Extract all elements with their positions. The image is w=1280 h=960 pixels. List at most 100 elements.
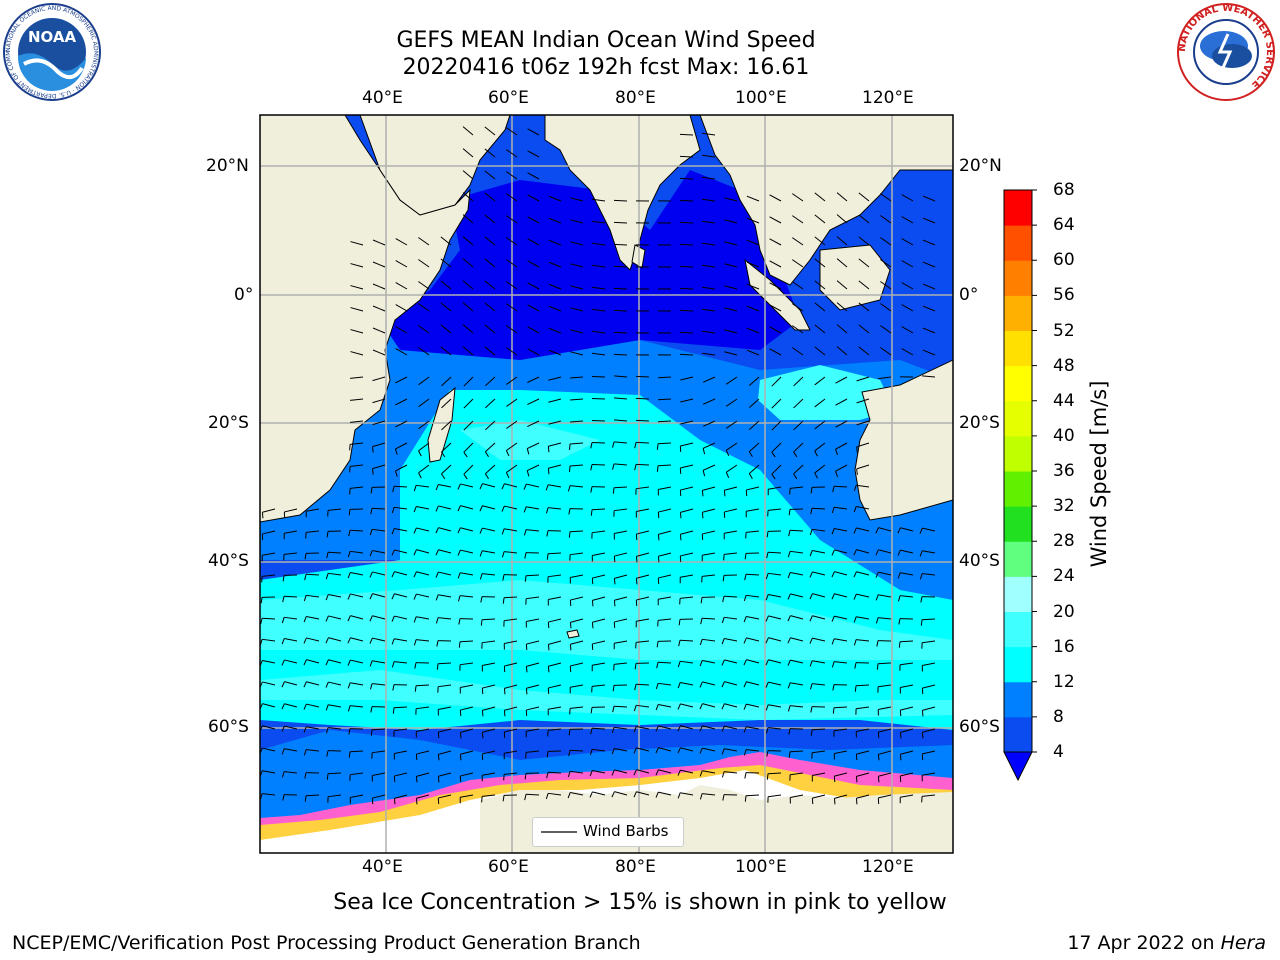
wind-barb (701, 617, 716, 620)
wind-barb-feather (833, 798, 836, 805)
wind-barb-feather (831, 615, 835, 622)
wind-barb-feather (524, 552, 527, 559)
wind-barb (504, 750, 518, 754)
wind-barb-feather (899, 754, 902, 761)
wind-barb (506, 420, 518, 429)
lat-tick-left: 20°S (208, 413, 249, 433)
wind-barb-feather (479, 573, 483, 580)
colorbar-segment (1004, 295, 1032, 331)
wind-barb-feather (457, 595, 461, 602)
wind-barb (262, 725, 276, 730)
wind-barb (592, 618, 606, 623)
wind-barb-feather (701, 512, 704, 519)
wind-barb (350, 705, 364, 708)
wind-barb (462, 324, 474, 334)
wind-barb (504, 618, 518, 622)
wind-barb (880, 259, 892, 268)
wind-barb (372, 420, 386, 426)
wind-barb-feather (765, 615, 769, 622)
wind-barb (922, 550, 936, 554)
wind-barb-feather (876, 640, 879, 647)
wind-barb-feather (391, 507, 395, 514)
wind-barb (858, 302, 870, 312)
colorbar-segment (1004, 681, 1032, 718)
wind-barb (613, 287, 628, 290)
wind-barb (769, 304, 782, 312)
wind-barb (790, 593, 804, 598)
wind-barb (922, 662, 936, 667)
colorbar-segment (1004, 260, 1032, 296)
wind-barb (350, 398, 364, 401)
wind-barb (702, 530, 716, 535)
wind-barb (395, 442, 408, 450)
wind-barb (482, 573, 496, 576)
wind-barb (724, 219, 738, 224)
wind-barb-feather (699, 639, 703, 646)
wind-barb-feather (348, 509, 351, 516)
wind-barb (262, 508, 276, 513)
colorbar-extend-arrow (1003, 751, 1033, 782)
wind-barb (504, 662, 518, 667)
wind-barb (548, 484, 562, 488)
wind-barb-feather (281, 638, 285, 645)
colorbar-tick-label: 24 (1053, 566, 1075, 587)
wind-barb-feather (369, 571, 373, 578)
wind-barb (262, 660, 276, 664)
wind-barb (463, 464, 474, 475)
wind-barb-feather (744, 553, 747, 560)
wind-barb-feather (369, 615, 373, 622)
wind-barb (372, 464, 386, 470)
wind-barb (702, 242, 716, 246)
wind-barb (525, 574, 540, 577)
wind-barb (394, 728, 408, 732)
wind-barb (484, 148, 496, 158)
wind-barb-feather (525, 688, 528, 695)
wind-barb (350, 464, 364, 467)
wind-barb (570, 307, 584, 312)
wind-barb (834, 506, 848, 510)
wind-barb (900, 595, 914, 598)
wind-barb (834, 661, 848, 664)
wind-barb (814, 192, 826, 202)
wind-barb-feather (282, 575, 285, 582)
colorbar-tick-label: 36 (1053, 461, 1075, 481)
wind-barb-feather (501, 551, 505, 558)
wind-barb (635, 441, 650, 444)
wind-barb (900, 772, 914, 777)
wind-barb (877, 662, 892, 665)
colorbar-segment (1004, 506, 1032, 542)
wind-barb-feather (899, 732, 902, 739)
wind-barb (527, 128, 540, 136)
wind-barb (814, 398, 826, 408)
wind-barb (393, 706, 408, 709)
wind-barb (792, 237, 804, 246)
wind-barb-feather (743, 616, 747, 623)
wind-barb-feather (325, 573, 329, 580)
wind-barb (570, 376, 584, 379)
footer-timestamp: 17 Apr 2022 on Hera (1067, 932, 1266, 954)
wind-barb (548, 442, 562, 447)
wind-barb-feather (809, 683, 813, 690)
wind-barb (812, 528, 826, 532)
wind-barb-feather (722, 575, 725, 582)
wind-barb-feather (435, 617, 439, 624)
lon-tick-bottom: 120°E (862, 857, 914, 877)
wind-barb (440, 258, 452, 268)
wind-barb (768, 659, 782, 664)
wind-barb-feather (261, 512, 264, 519)
wind-barb-feather (458, 641, 461, 648)
wind-barb-feather (677, 747, 681, 754)
wind-barb-feather (787, 615, 791, 622)
wind-barb (836, 258, 848, 268)
wind-barb-feather (612, 487, 615, 494)
wind-barb (814, 214, 826, 224)
wind-barb (570, 640, 584, 645)
colorbar-tick-label: 4 (1053, 742, 1064, 762)
wind-barb (415, 684, 430, 687)
wind-barb-feather (765, 637, 769, 644)
wind-barb-feather (744, 772, 747, 779)
wind-barb (328, 637, 342, 642)
colorbar-tick-label: 20 (1053, 601, 1075, 622)
wind-barb (746, 530, 760, 533)
wind-barb (350, 682, 364, 686)
